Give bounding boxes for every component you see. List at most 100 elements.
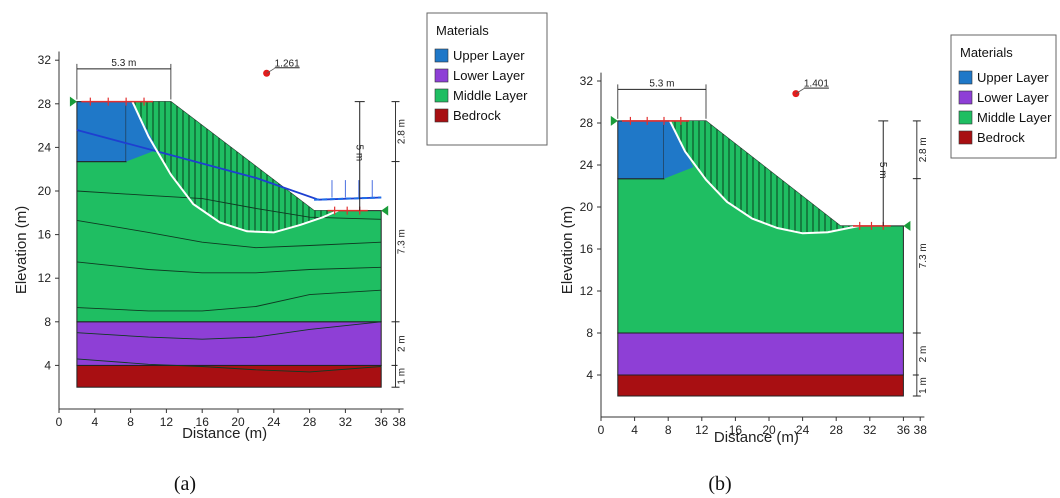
panel-b: 0 4 8 12 16 20 24 28 32 36 38 4 8 12 16 20 24 28 32 Distanc…	[559, 72, 929, 495]
legend-label-upper: Upper Layer	[977, 70, 1049, 85]
lower-layer-region	[76, 321, 382, 366]
y-tick-label: 8	[586, 326, 593, 340]
y-axis-label: Elevation (m)	[559, 206, 576, 294]
legend-b: Materials Upper Layer Lower Layer Middle La…	[950, 34, 1057, 159]
x-tick-label: 28	[830, 423, 844, 437]
pressure-contour	[76, 321, 382, 340]
dimension-label-bg	[397, 229, 408, 254]
x-tick-label: 28	[303, 415, 317, 429]
upper-thickness-label: 2.8 m	[397, 119, 408, 144]
upper-thickness-label: 2.8 m	[918, 137, 929, 162]
y-tick-label: 8	[44, 315, 51, 329]
x-tick-label: 36	[375, 415, 389, 429]
legend-label-lower: Lower Layer	[977, 90, 1049, 105]
x-tick-label: 36	[897, 423, 911, 437]
crest-width-label: 5.3 m	[111, 58, 136, 69]
lower-thickness-label: 2 m	[918, 346, 929, 363]
legend-swatch-middle	[434, 88, 449, 103]
y-tick-label: 20	[38, 184, 52, 198]
x-tick-label: 16	[196, 415, 210, 429]
y-axis-label: Elevation (m)	[13, 206, 30, 294]
pressure-contour	[76, 219, 382, 249]
x-axis-label: Distance (m)	[182, 425, 267, 442]
x-tick-label: 38	[914, 423, 928, 437]
x-tick-label: 8	[127, 415, 134, 429]
legend-a: Materials Upper Layer Lower Layer Middle La…	[426, 12, 548, 146]
y-tick-label: 28	[580, 116, 594, 130]
left-boundary-marker	[69, 96, 77, 107]
upper-layer-region	[617, 120, 665, 180]
y-tick-label: 28	[38, 97, 52, 111]
legend-label-middle: Middle Layer	[977, 110, 1052, 125]
y-tick-label: 16	[580, 242, 594, 256]
legend-swatch-upper	[958, 70, 973, 85]
x-tick-label: 4	[631, 423, 638, 437]
dimension-label-bg	[918, 137, 929, 162]
legend-swatch-bedrock	[958, 130, 973, 145]
x-tick-label: 16	[729, 423, 743, 437]
legend-swatch-middle	[958, 110, 973, 125]
x-tick-label: 8	[665, 423, 672, 437]
x-tick-label: 32	[863, 423, 877, 437]
lower-thickness-label: 2 m	[397, 335, 408, 352]
slope-height-label: 5 m	[354, 145, 365, 162]
middle-thickness-label: 7.3 m	[918, 243, 929, 268]
bedrock-thickness-label: 1 m	[397, 368, 408, 385]
y-tick-label: 12	[38, 271, 52, 285]
dimension-label-bg	[397, 331, 408, 356]
legend-title: Materials	[436, 23, 489, 38]
factor-of-safety-label: 1.261	[275, 58, 300, 69]
pressure-contour	[76, 289, 382, 312]
x-tick-label: 24	[796, 423, 810, 437]
fos-leader	[795, 88, 805, 94]
critical-slip-surface	[131, 101, 339, 234]
bedrock-region	[76, 364, 382, 388]
x-tick-label: 0	[56, 415, 63, 429]
ponded-water	[314, 196, 382, 201]
upper-layer-slip-part	[126, 101, 158, 162]
panel-caption: (a)	[174, 473, 196, 495]
x-tick-label: 0	[598, 423, 605, 437]
dimension-label-bg	[918, 342, 929, 366]
x-tick-label: 24	[267, 415, 281, 429]
bedrock-thickness-label: 1 m	[918, 377, 929, 394]
x-axis-label: Distance (m)	[714, 429, 799, 446]
crest-width-label: 5.3 m	[649, 78, 674, 89]
critical-slip-surface	[669, 120, 860, 235]
legend-label-lower: Lower Layer	[453, 68, 525, 83]
panel-caption: (b)	[708, 473, 731, 495]
legend-swatch-lower	[958, 90, 973, 105]
legend-label-bedrock: Bedrock	[453, 108, 501, 123]
y-tick-label: 16	[38, 228, 52, 242]
x-tick-label: 38	[392, 415, 406, 429]
x-tick-label: 20	[231, 415, 245, 429]
y-tick-label: 24	[38, 140, 52, 154]
upper-layer-slip-part	[664, 120, 694, 179]
legend-label-bedrock: Bedrock	[977, 130, 1025, 145]
legend-swatch-bedrock	[434, 108, 449, 123]
factor-of-safety-label: 1.401	[804, 79, 829, 90]
dimension-label-bg	[918, 373, 929, 398]
slope-height-label: 5 m	[877, 162, 888, 179]
y-tick-label: 20	[580, 200, 594, 214]
dimension-label-bg	[397, 119, 408, 144]
y-tick-label: 32	[38, 53, 52, 67]
bedrock-region	[617, 374, 904, 397]
dimension-label-bg	[397, 364, 408, 389]
pressure-contour	[76, 358, 382, 373]
legend-label-middle: Middle Layer	[453, 88, 528, 103]
right-boundary-marker	[903, 220, 911, 231]
y-tick-label: 24	[580, 158, 594, 172]
x-tick-label: 12	[160, 415, 174, 429]
x-tick-label: 32	[339, 415, 353, 429]
x-tick-label: 4	[91, 415, 98, 429]
x-tick-label: 20	[762, 423, 776, 437]
right-boundary-marker	[381, 205, 389, 216]
y-tick-label: 4	[586, 368, 593, 382]
panel-a: 0 4 8 12 16 20 24 28 32 36 38 4 8 12 16 20 24 28 32 Distanc…	[13, 51, 408, 495]
sliding-mass	[669, 120, 864, 234]
lower-layer-region	[617, 332, 904, 376]
y-tick-label: 12	[580, 284, 594, 298]
legend-label-upper: Upper Layer	[453, 48, 525, 63]
